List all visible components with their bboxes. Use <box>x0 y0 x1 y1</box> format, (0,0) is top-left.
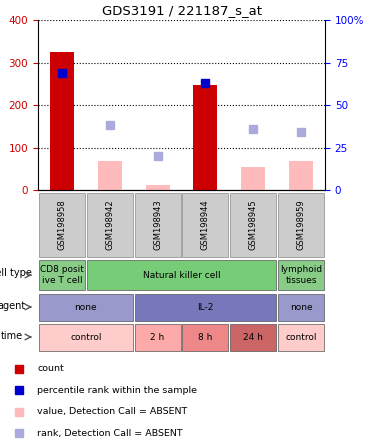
Bar <box>87 193 133 257</box>
Bar <box>183 193 229 257</box>
Text: GSM198944: GSM198944 <box>201 200 210 250</box>
Text: control: control <box>285 333 317 341</box>
Text: lymphoid
tissues: lymphoid tissues <box>280 266 322 285</box>
Bar <box>135 293 276 321</box>
Bar <box>146 185 170 190</box>
Bar <box>230 193 276 257</box>
Text: value, Detection Call = ABSENT: value, Detection Call = ABSENT <box>37 407 187 416</box>
Bar <box>278 293 324 321</box>
Text: time: time <box>0 330 23 341</box>
Bar <box>135 324 181 350</box>
Text: cell type: cell type <box>0 268 32 278</box>
Title: GDS3191 / 221187_s_at: GDS3191 / 221187_s_at <box>102 4 262 17</box>
Bar <box>39 193 85 257</box>
Text: GSM198958: GSM198958 <box>58 200 66 250</box>
Bar <box>135 193 181 257</box>
Bar <box>39 324 133 350</box>
Text: none: none <box>75 302 97 312</box>
Bar <box>87 260 276 290</box>
Bar <box>230 324 276 350</box>
Text: agent: agent <box>0 301 26 310</box>
Bar <box>39 260 85 290</box>
Bar <box>278 193 324 257</box>
Text: count: count <box>37 364 64 373</box>
Text: GSM198959: GSM198959 <box>296 200 306 250</box>
Text: CD8 posit
ive T cell: CD8 posit ive T cell <box>40 266 84 285</box>
Bar <box>50 52 74 190</box>
Text: GSM198943: GSM198943 <box>153 200 162 250</box>
Bar <box>39 293 133 321</box>
Bar <box>241 166 265 190</box>
Text: percentile rank within the sample: percentile rank within the sample <box>37 386 197 395</box>
Text: none: none <box>290 302 312 312</box>
Bar <box>278 324 324 350</box>
Text: 2 h: 2 h <box>151 333 165 341</box>
Text: rank, Detection Call = ABSENT: rank, Detection Call = ABSENT <box>37 429 183 438</box>
Bar <box>183 324 229 350</box>
Text: IL-2: IL-2 <box>197 302 214 312</box>
Bar <box>193 85 217 190</box>
Bar <box>289 161 313 190</box>
Bar <box>278 260 324 290</box>
Text: Natural killer cell: Natural killer cell <box>143 270 220 280</box>
Text: control: control <box>70 333 102 341</box>
Text: 8 h: 8 h <box>198 333 213 341</box>
Text: GSM198945: GSM198945 <box>249 200 258 250</box>
Text: 24 h: 24 h <box>243 333 263 341</box>
Bar <box>98 161 122 190</box>
Text: GSM198942: GSM198942 <box>105 200 114 250</box>
